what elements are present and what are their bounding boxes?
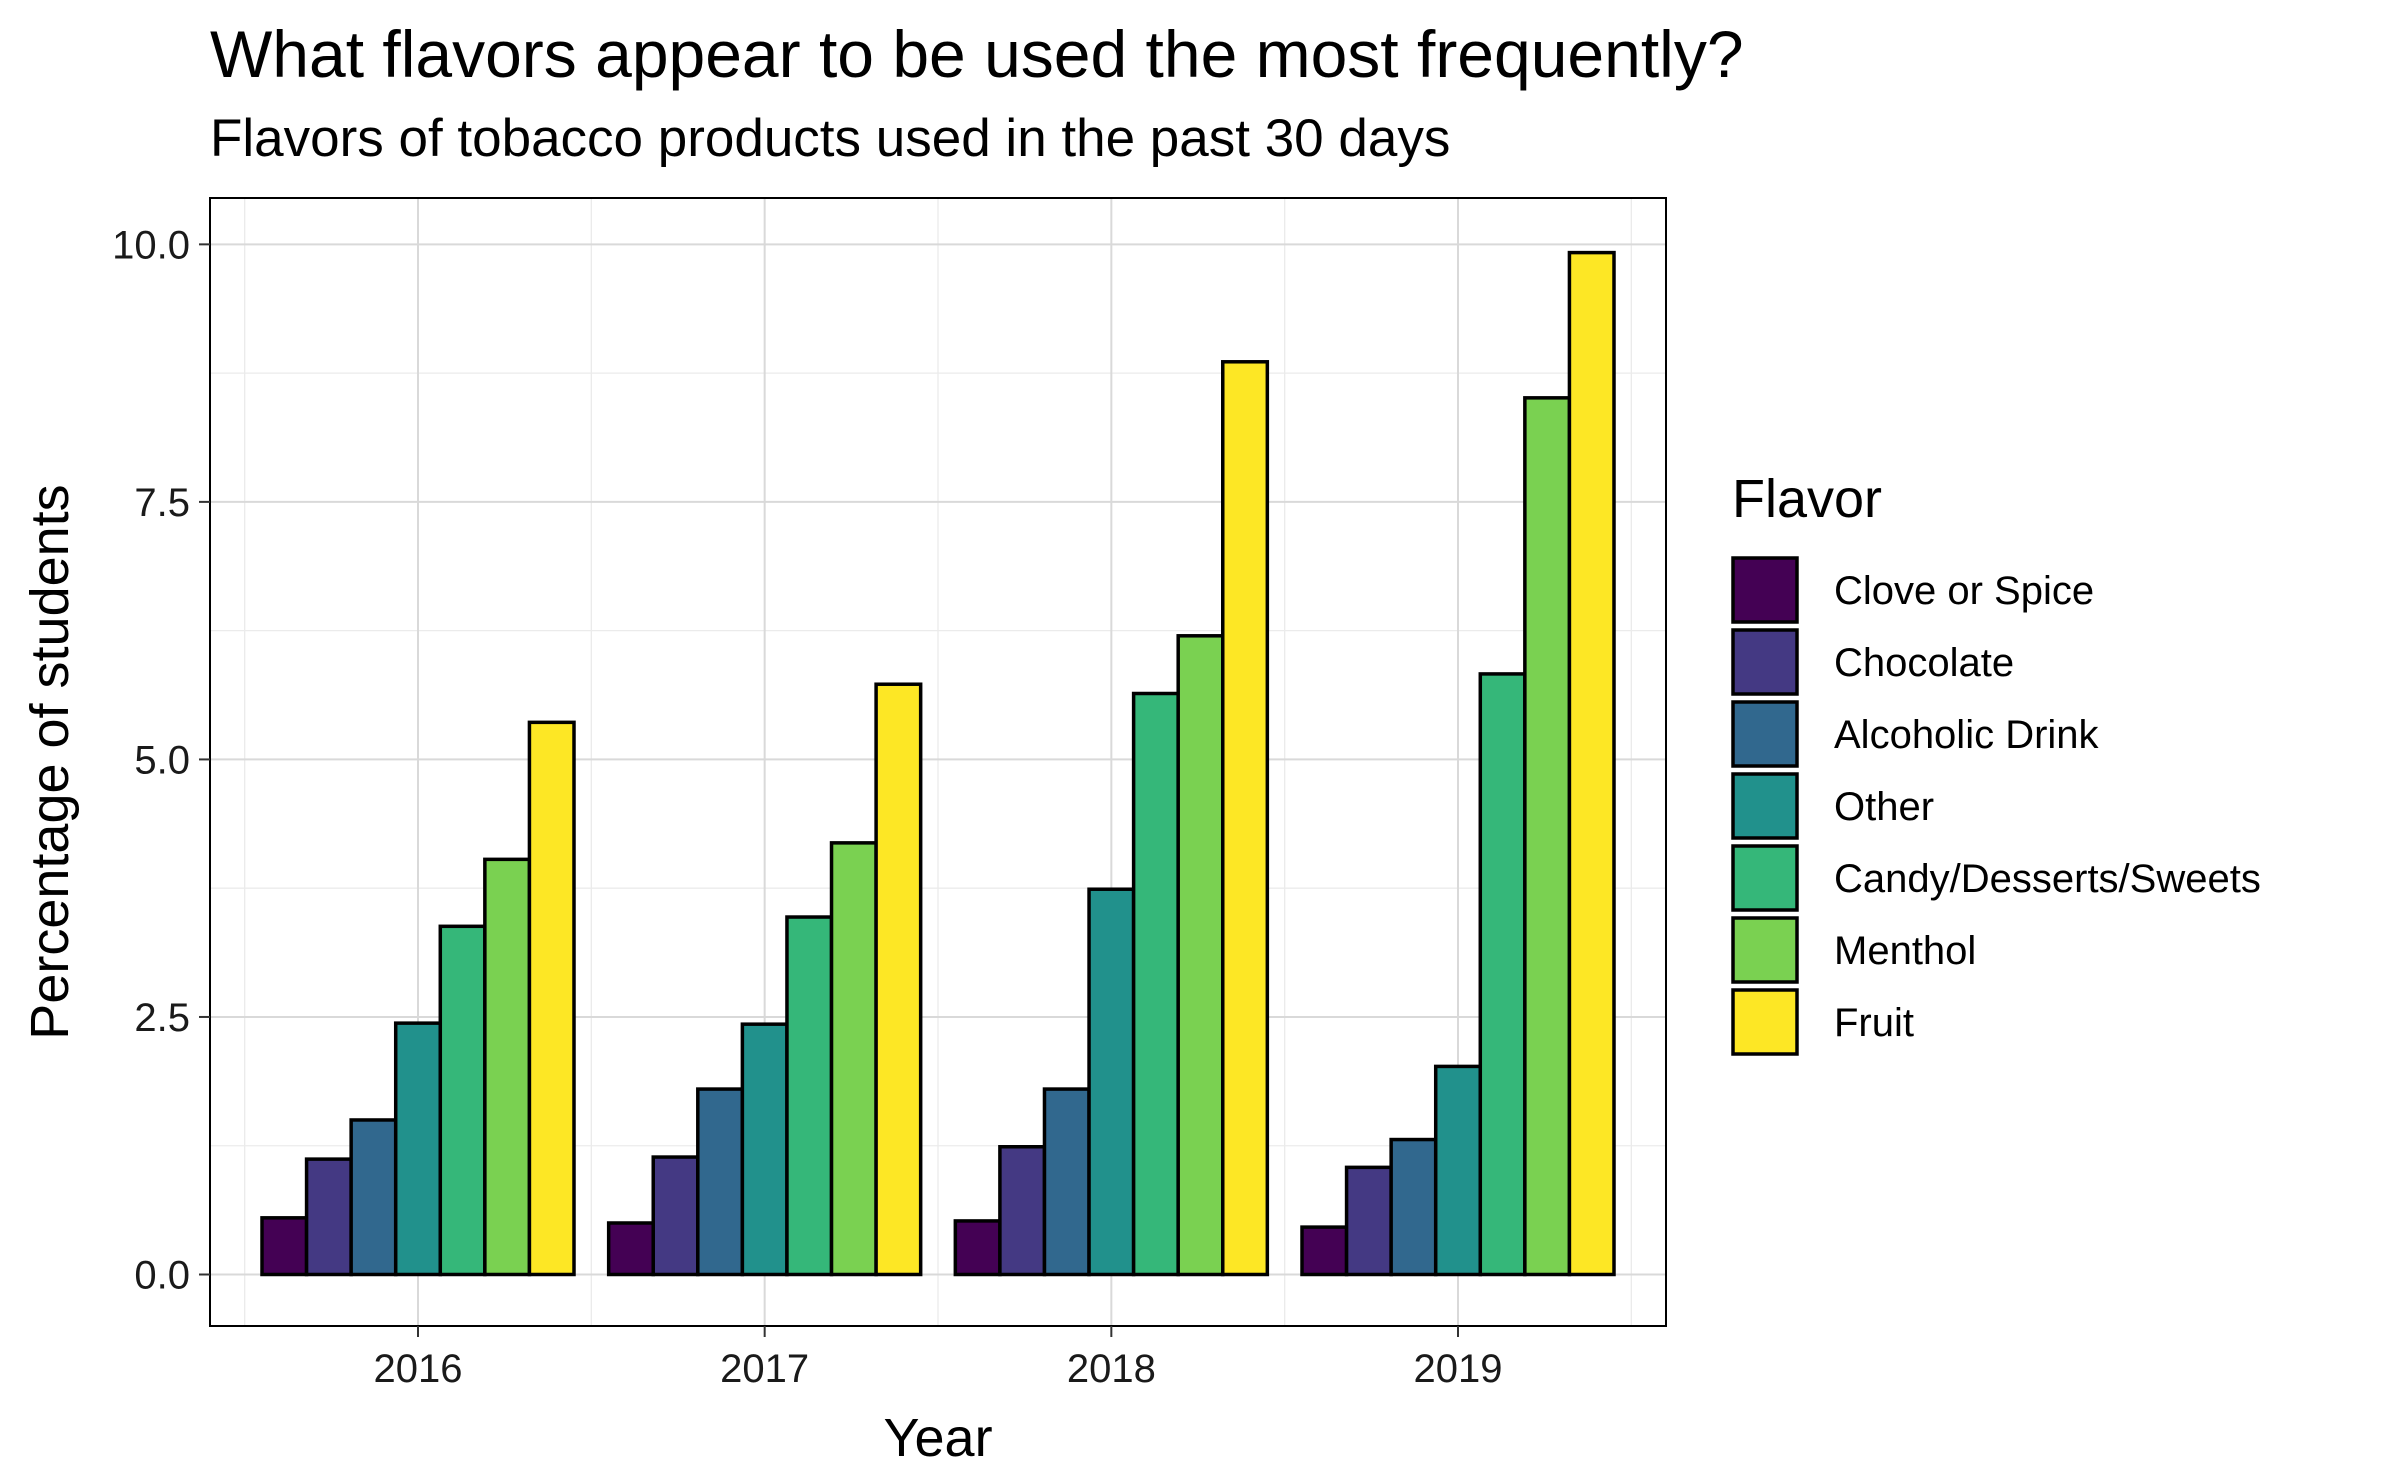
bar-2018-other bbox=[1087, 887, 1136, 1277]
bar-2017-fruit bbox=[874, 682, 923, 1277]
bar-2016-candy-desserts-sweets bbox=[438, 924, 487, 1277]
bar-2019-candy-desserts-sweets bbox=[1478, 672, 1527, 1277]
bar-2018-fruit bbox=[1221, 360, 1270, 1277]
x-axis-title: Year bbox=[883, 1408, 992, 1468]
bar-2017-chocolate bbox=[651, 1155, 700, 1277]
legend-label: Alcoholic Drink bbox=[1834, 713, 2100, 757]
bar-2016-clove-or-spice bbox=[260, 1216, 309, 1277]
legend-key bbox=[1731, 700, 1799, 768]
x-tick-label: 2017 bbox=[720, 1347, 809, 1391]
bars bbox=[260, 250, 1616, 1277]
x-tick-label: 2018 bbox=[1067, 1347, 1156, 1391]
legend-key bbox=[1731, 988, 1799, 1056]
legend-key bbox=[1731, 772, 1799, 840]
bar-2016-chocolate bbox=[304, 1157, 353, 1277]
y-tick-label: 0.0 bbox=[134, 1253, 190, 1297]
legend: Flavor Clove or Spice Chocolate Alcoholic … bbox=[1731, 469, 2261, 1056]
bar-2016-menthol bbox=[483, 857, 532, 1277]
bar-2016-alcoholic-drink bbox=[349, 1118, 398, 1277]
chart-title: What flavors appear to be used the most … bbox=[210, 17, 1744, 91]
legend-key bbox=[1731, 556, 1799, 624]
bar-2017-other bbox=[740, 1022, 789, 1277]
legend-key bbox=[1731, 844, 1799, 912]
legend-label: Clove or Spice bbox=[1834, 569, 2094, 613]
y-axis: 0.0 2.5 5.0 7.5 10.0 bbox=[112, 223, 210, 1297]
legend-label: Candy/Desserts/Sweets bbox=[1834, 857, 2261, 901]
bar-2019-alcoholic-drink bbox=[1389, 1137, 1438, 1277]
bar-2017-clove-or-spice bbox=[606, 1221, 655, 1277]
bar-2018-clove-or-spice bbox=[953, 1219, 1002, 1277]
legend-label: Other bbox=[1834, 785, 1934, 829]
chart-subtitle: Flavors of tobacco products used in the … bbox=[210, 109, 1451, 168]
bar-2018-chocolate bbox=[998, 1145, 1047, 1277]
bar-2017-candy-desserts-sweets bbox=[785, 915, 834, 1277]
legend-label: Menthol bbox=[1834, 929, 1976, 973]
bar-2019-chocolate bbox=[1344, 1165, 1393, 1277]
y-tick-label: 7.5 bbox=[134, 481, 190, 525]
bar-2016-fruit bbox=[527, 720, 576, 1277]
legend-title: Flavor bbox=[1732, 469, 1882, 529]
legend-label: Chocolate bbox=[1834, 641, 2014, 685]
legend-label: Fruit bbox=[1834, 1001, 1914, 1045]
x-tick-label: 2016 bbox=[374, 1347, 463, 1391]
bar-2019-other bbox=[1433, 1064, 1483, 1277]
plot-panel-border bbox=[209, 197, 1667, 1327]
x-axis: 2016 2017 2018 2019 bbox=[374, 1326, 1503, 1391]
bar-2019-clove-or-spice bbox=[1300, 1225, 1349, 1277]
bar-2019-menthol bbox=[1523, 396, 1572, 1277]
bar-2017-alcoholic-drink bbox=[696, 1087, 745, 1277]
bar-2017-menthol bbox=[829, 841, 878, 1277]
bar-2019-fruit bbox=[1567, 250, 1616, 1277]
bar-2016-other bbox=[393, 1021, 443, 1277]
y-tick-label: 5.0 bbox=[134, 738, 190, 782]
x-tick-label: 2019 bbox=[1414, 1347, 1503, 1391]
y-axis-title: Percentage of students bbox=[20, 484, 80, 1039]
legend-key bbox=[1731, 916, 1799, 984]
bar-2018-alcoholic-drink bbox=[1042, 1087, 1091, 1277]
bar-2018-menthol bbox=[1176, 634, 1225, 1277]
bar-2018-candy-desserts-sweets bbox=[1131, 691, 1180, 1277]
legend-key bbox=[1731, 628, 1799, 696]
y-tick-label: 2.5 bbox=[134, 996, 190, 1040]
y-tick-label: 10.0 bbox=[112, 223, 190, 267]
